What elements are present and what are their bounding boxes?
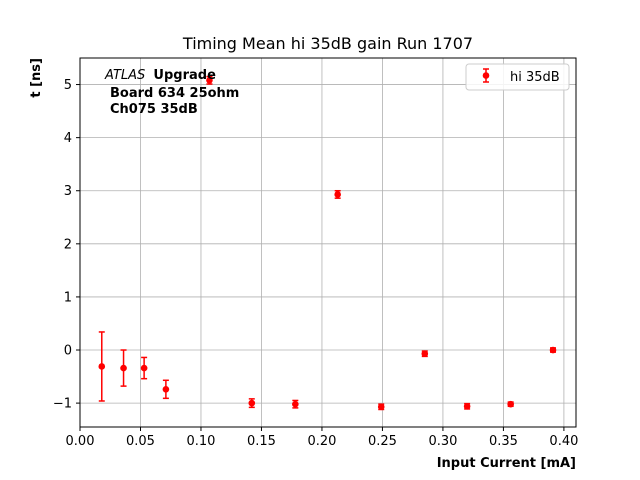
x-tick-label: 0.10 <box>186 434 215 449</box>
y-tick-label: 0 <box>64 344 72 359</box>
data-points <box>98 75 557 411</box>
x-tick-label: 0.30 <box>428 434 457 449</box>
annotation-line-2: Board 634 25ohm <box>110 86 239 101</box>
x-tick-label: 0.00 <box>66 434 95 449</box>
grid <box>79 58 576 427</box>
y-tick-label: 2 <box>64 237 72 252</box>
x-tick-label: 0.05 <box>126 434 155 449</box>
data-point <box>292 400 299 408</box>
y-axis-ticks: −1 0 1 2 3 4 5 <box>53 78 80 412</box>
x-axis-ticks: 0.00 0.05 0.10 0.15 0.20 0.25 0.30 0.35 0.40 <box>66 427 578 449</box>
data-point <box>507 400 514 408</box>
data-point <box>140 364 148 372</box>
annotation-line-1: ATLAS Upgrade <box>104 68 216 83</box>
atlas-annotation: ATLAS Upgrade Board 634 25ohm Ch075 35dB <box>104 68 239 117</box>
y-tick-label: 5 <box>64 78 72 93</box>
legend-point <box>482 72 490 79</box>
y-tick-label: 4 <box>64 131 72 146</box>
x-tick-label: 0.35 <box>489 434 518 449</box>
data-point <box>463 402 471 410</box>
data-point <box>421 350 429 358</box>
x-tick-label: 0.40 <box>549 434 578 449</box>
data-point <box>248 399 256 407</box>
data-point <box>549 346 557 354</box>
legend-marker <box>482 68 490 83</box>
atlas-label: ATLAS <box>104 68 145 83</box>
x-axis-label: Input Current [mA] <box>437 456 576 471</box>
data-point <box>377 403 385 411</box>
y-tick-label: 3 <box>64 184 72 199</box>
y-tick-label: −1 <box>53 397 72 412</box>
annotation-line-3: Ch075 35dB <box>110 102 198 117</box>
data-point <box>120 364 127 372</box>
y-axis-label: t [ns] <box>29 58 44 98</box>
data-point <box>162 386 170 393</box>
data-point <box>334 191 341 198</box>
data-point <box>206 76 213 84</box>
y-tick-label: 1 <box>64 290 72 305</box>
plot-frame <box>79 57 577 428</box>
upgrade-label: Upgrade <box>153 68 216 83</box>
legend: hi 35dB <box>465 63 570 91</box>
legend-entry-label: hi 35dB <box>510 70 560 85</box>
x-tick-label: 0.15 <box>247 434 276 449</box>
chart-title: Timing Mean hi 35dB gain Run 1707 <box>182 34 473 53</box>
legend-box <box>465 63 570 91</box>
x-tick-label: 0.20 <box>307 434 336 449</box>
data-point <box>98 363 106 370</box>
x-tick-label: 0.25 <box>368 434 397 449</box>
